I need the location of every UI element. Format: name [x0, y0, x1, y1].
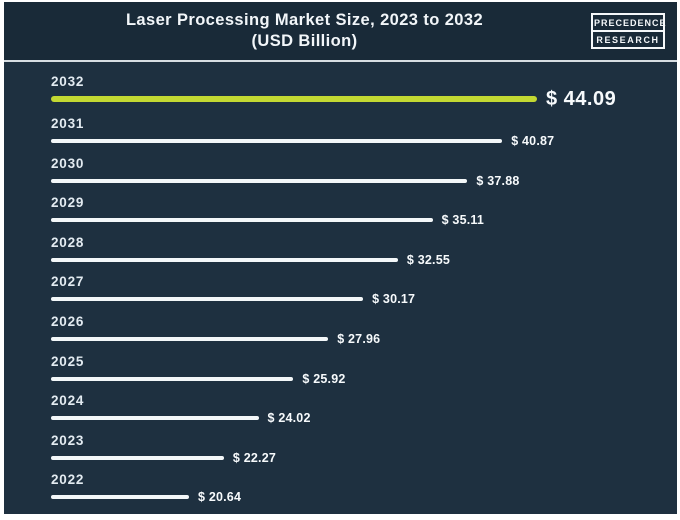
year-label: 2027 [51, 274, 85, 290]
bar [51, 139, 503, 143]
year-label: 2029 [51, 195, 85, 211]
bar [51, 178, 468, 183]
bar-chart: 2032 $ 44.09 2031 $ 40.87 2030 $ 37.88 2029 $ 3… [4, 62, 677, 512]
bar [51, 495, 189, 500]
bar [51, 455, 224, 460]
precedence-research-logo: PRECEDENCE RESEARCH [591, 13, 666, 49]
year-label: 2032 [51, 74, 85, 89]
bar-row-2025: 2025 $ 25.92 [51, 354, 677, 394]
chart-title-line2: (USD Billion) [251, 32, 358, 50]
bar-row-2030: 2030 $ 37.88 [51, 156, 677, 196]
value-label: $ 30.17 [372, 292, 416, 307]
year-label: 2025 [51, 353, 85, 369]
bar-row-2026: 2026 $ 27.96 [51, 314, 677, 354]
year-label: 2024 [51, 393, 85, 409]
year-label: 2023 [51, 432, 85, 448]
value-label: $ 22.27 [232, 450, 276, 465]
bar-row-2031: 2031 $ 40.87 [51, 116, 677, 156]
year-label: 2031 [51, 116, 85, 131]
bar [51, 416, 259, 421]
bar-row-2029: 2029 $ 35.11 [51, 195, 677, 235]
chart-title: Laser Processing Market Size, 2023 to 20… [22, 10, 587, 52]
bar [51, 336, 329, 341]
year-label: 2026 [51, 313, 85, 329]
value-label: $ 40.87 [511, 134, 555, 148]
value-label: $ 20.64 [198, 490, 242, 505]
bar [51, 218, 433, 223]
bar-row-2027: 2027 $ 30.17 [51, 274, 677, 314]
value-label: $ 37.88 [476, 173, 520, 188]
value-label: $ 25.92 [302, 371, 346, 386]
bar-row-2022: 2022 $ 20.64 [51, 472, 677, 512]
logo-text-research: RESEARCH [591, 30, 665, 49]
value-label: $ 24.02 [267, 411, 311, 426]
year-label: 2022 [51, 472, 85, 488]
bar-row-2024: 2024 $ 24.02 [51, 393, 677, 433]
chart-card: Laser Processing Market Size, 2023 to 20… [4, 2, 677, 514]
value-label: $ 32.55 [406, 252, 450, 267]
year-label: 2028 [51, 234, 85, 250]
bar-row-2023: 2023 $ 22.27 [51, 433, 677, 473]
bar [51, 96, 537, 102]
bar-row-2032: 2032 $ 44.09 [51, 74, 677, 116]
chart-header: Laser Processing Market Size, 2023 to 20… [4, 2, 677, 62]
year-label: 2030 [51, 155, 85, 171]
bar [51, 297, 364, 302]
value-label: $ 35.11 [441, 213, 485, 228]
bar [51, 257, 398, 262]
value-label: $ 44.09 [546, 87, 617, 110]
bar-row-2028: 2028 $ 32.55 [51, 235, 677, 275]
value-label: $ 27.96 [337, 331, 381, 346]
chart-title-line1: Laser Processing Market Size, 2023 to 20… [125, 11, 484, 29]
bar [51, 376, 294, 381]
